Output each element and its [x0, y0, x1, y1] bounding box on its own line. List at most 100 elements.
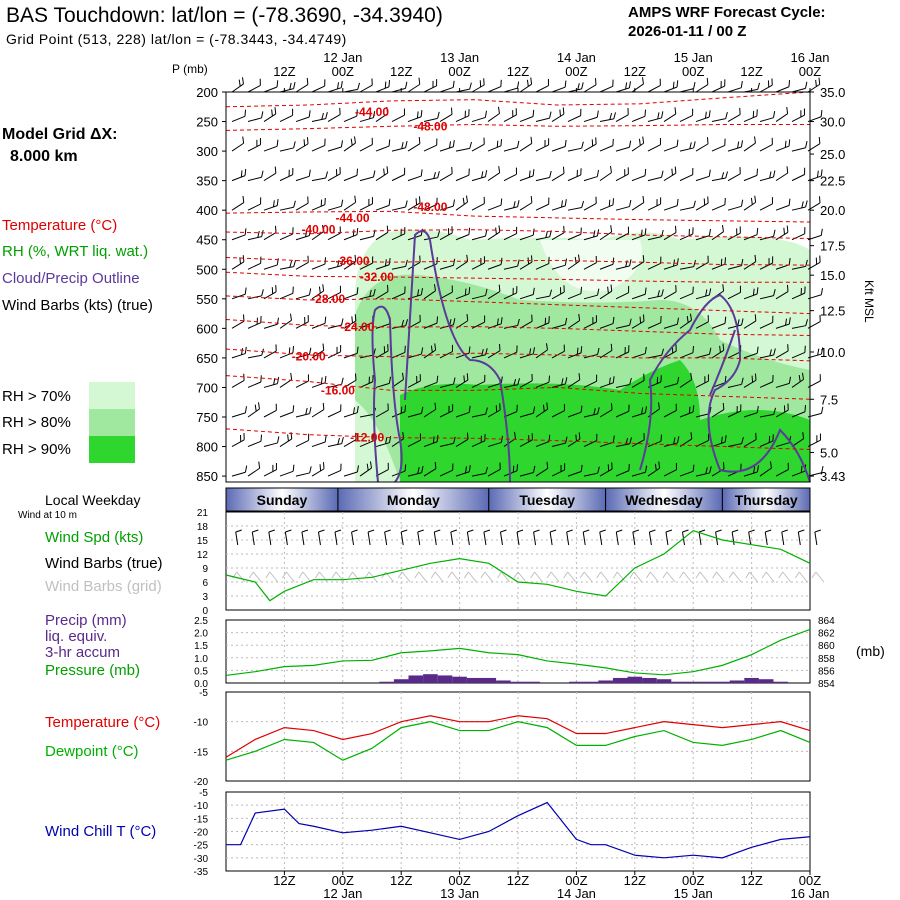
pressure-line [225, 628, 811, 677]
wind-barb-staff [327, 173, 341, 182]
wind-barb-flag [722, 343, 725, 351]
wind-barb [599, 198, 615, 211]
wind-barb-flag [322, 462, 325, 469]
wind-barb-flag [405, 259, 408, 267]
wind-barb-staff [679, 411, 694, 418]
wind-barb-flag [757, 82, 761, 90]
wind-barb-flag [452, 140, 455, 147]
pressure-axis-title: P (mb) [172, 62, 208, 76]
surface-wind-barb [516, 531, 520, 546]
top-date-label: 16 Jan [790, 50, 829, 65]
wind-barb-flag [720, 258, 723, 266]
precip-bar [583, 681, 599, 683]
wind-barb-flag [676, 198, 679, 206]
legend-rh90: RH > 90% [2, 441, 71, 458]
top-time-tick-label: 12Z [740, 64, 762, 79]
wind-barb-flag [692, 108, 694, 116]
wind-barb-flag [526, 79, 529, 87]
wind-barb [455, 141, 473, 152]
wind-barb [311, 138, 326, 152]
wind-barb [791, 200, 808, 211]
legend-precip-accum: 3-hr accum [45, 644, 121, 661]
wind-barb-flag [686, 315, 689, 323]
top-date-label: 13 Jan [440, 50, 479, 65]
wind-barb-flag [498, 166, 501, 173]
wind-barb-flag [674, 166, 677, 174]
wind-barb-staff [263, 172, 277, 182]
wind-barb-flag [725, 171, 729, 179]
wind-barb [455, 373, 469, 388]
wind-barb-flag [580, 286, 583, 294]
wind-barb [279, 141, 296, 152]
wind-barb-flag [419, 433, 421, 441]
precip-bar [744, 677, 759, 683]
wind-barb-flag [692, 464, 695, 472]
wind-barb-flag [259, 138, 261, 145]
wind-barb-flag [548, 138, 550, 145]
bottom-time-tick-label: 00Z [682, 873, 704, 888]
wind-barb-flag [818, 77, 821, 85]
wind-barb-flag [243, 433, 245, 440]
wind-barb [295, 77, 309, 93]
wind-barb-flag [530, 77, 533, 85]
wind-barb-flag [308, 228, 311, 236]
wind-barb-staff [535, 263, 549, 270]
wind-barb-staff [279, 411, 294, 418]
wind-barb-staff [599, 290, 613, 300]
wind-barb-flag [293, 260, 297, 267]
wind-barb [375, 139, 391, 152]
wind-barb-flag [469, 141, 473, 149]
wind-barb-flag [530, 136, 533, 144]
wind-barb [551, 285, 565, 300]
wind-barb-flag [354, 254, 357, 262]
wind-barb [647, 78, 661, 93]
wind-barb [263, 463, 277, 477]
wind-barb [247, 197, 262, 211]
weekday-label: Sunday [257, 492, 308, 508]
wind-barb-flag [625, 260, 628, 267]
weekday-label: Wednesday [625, 492, 703, 508]
wind-barb-staff [423, 468, 437, 477]
wind-barb [455, 109, 470, 123]
bottom-date-label: 14 Jan [557, 886, 596, 900]
precip-bar [773, 681, 789, 683]
wind-barb [791, 345, 806, 359]
wind-barb [791, 372, 804, 388]
surface-wind-barb [566, 531, 570, 546]
wind-barb-flag [703, 198, 706, 206]
grid-wind-barb [798, 571, 808, 583]
wind-barb [663, 436, 680, 448]
wind-barb-staff [743, 142, 756, 152]
wind-barb-flag [740, 463, 742, 471]
wind-barb-staff [423, 349, 436, 359]
bottom-time-tick-label: 00Z [332, 873, 354, 888]
grid-wind-barb [600, 571, 610, 583]
wind-barb-staff [407, 202, 421, 211]
wind-barb-flag [548, 375, 551, 383]
model-grid-value: 8.000 km [10, 148, 78, 165]
wind-barb [727, 404, 742, 418]
wind-barb-staff [231, 142, 244, 152]
wind-barb [727, 80, 743, 93]
wind-barb-flag [642, 195, 645, 203]
wind-barb [615, 404, 630, 418]
grid-wind-barb [302, 571, 312, 583]
wind-barb [535, 375, 551, 388]
wind-barb-flag [578, 373, 581, 380]
wind-barb-flag [707, 255, 709, 263]
wind-barb [343, 195, 357, 211]
wind-barb-staff [567, 471, 582, 477]
grid-wind-barb-flag [513, 571, 519, 579]
wind-barb [631, 406, 647, 418]
wind-barb-flag [546, 402, 549, 410]
isotherm [225, 428, 811, 450]
wind-barb-flag [629, 259, 632, 266]
wind-barb-flag [516, 345, 518, 353]
wind-barb-staff [391, 114, 405, 122]
wind-barb-flag [660, 315, 662, 323]
wind-barb-flag [817, 348, 820, 356]
pressure-tick-label: 854 [818, 679, 835, 690]
wind-barb-flag [499, 462, 501, 470]
wind-barb-staff [503, 384, 518, 388]
wind-barb-staff [279, 233, 293, 241]
